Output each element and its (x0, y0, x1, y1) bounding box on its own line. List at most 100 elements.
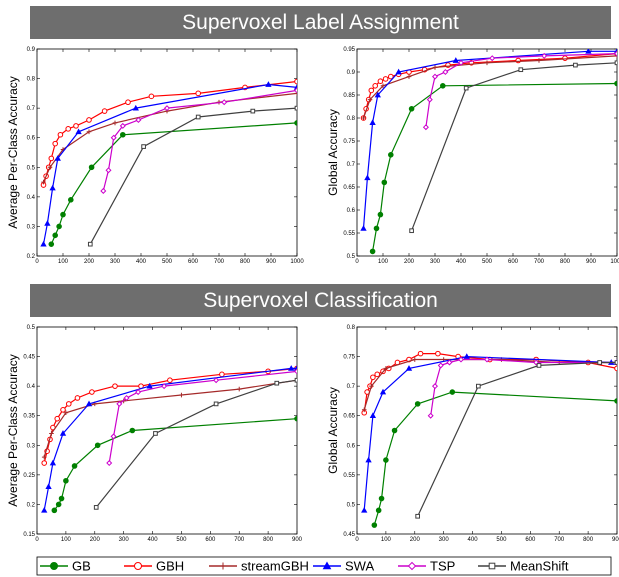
data-point (153, 431, 158, 436)
x-tick-label: 600 (508, 259, 519, 265)
data-point (87, 241, 93, 247)
data-point (52, 232, 59, 239)
series-line (363, 355, 617, 511)
data-point (41, 179, 46, 185)
y-tick-label: 0.7 (347, 162, 356, 168)
data-point (463, 85, 469, 91)
data-point (45, 483, 52, 490)
data-point (395, 68, 402, 75)
y-tick-label: 0.9 (347, 70, 356, 76)
series-swa (41, 365, 297, 513)
data-point (48, 241, 55, 247)
series-line (102, 89, 297, 192)
data-point (116, 400, 123, 407)
series-swa (360, 49, 617, 231)
y-tick-label: 0.8 (27, 77, 36, 83)
data-point (432, 65, 438, 70)
data-point (221, 99, 228, 106)
x-tick-label: 300 (439, 537, 450, 543)
x-tick-label: 500 (176, 537, 187, 543)
data-point (370, 374, 376, 381)
x-tick-label: 300 (110, 259, 121, 265)
data-point (86, 117, 92, 123)
data-point (383, 366, 389, 371)
data-point (195, 90, 201, 97)
data-point (449, 389, 456, 395)
data-point (112, 383, 118, 389)
series-gb (48, 120, 297, 247)
chart-panel-4: 0 100 200 300 400 500 600 700 800 900 0.45 0.5 0.55 0… (326, 325, 619, 543)
series-gbh (40, 78, 297, 188)
series-meanshift (409, 60, 617, 234)
y-tick-label: 0.75 (343, 139, 355, 145)
y-tick-label: 0.55 (343, 231, 355, 237)
data-point (541, 52, 548, 59)
data-point (613, 50, 617, 57)
legend-marker (322, 561, 332, 570)
x-tick-label: 700 (534, 259, 545, 265)
data-point (146, 382, 153, 389)
data-point (457, 356, 465, 363)
x-tick-label: 700 (234, 537, 245, 543)
legend-item-swa: SWA (313, 559, 374, 574)
legend-item-meanshift: MeanShift (478, 559, 569, 574)
data-point (293, 87, 297, 94)
legend-marker (50, 562, 58, 570)
data-point (65, 401, 72, 407)
x-tick-label: 200 (84, 259, 95, 265)
data-point (86, 129, 92, 135)
series-gb (369, 80, 617, 255)
data-point (41, 454, 47, 460)
data-point (614, 360, 617, 365)
data-point (56, 223, 62, 230)
y-axis-label: Average Per-Class Accuracy (6, 76, 20, 229)
y-tick-label: 0.5 (27, 165, 36, 171)
data-point (55, 501, 62, 508)
y-tick-label: 0.55 (343, 473, 355, 479)
data-point (293, 368, 297, 375)
x-tick-label: 200 (90, 537, 101, 543)
x-tick-label: 1000 (290, 259, 304, 265)
section-title-label-assignment: Supervoxel Label Assignment (30, 6, 611, 39)
y-tick-label: 0.4 (27, 384, 36, 390)
plot-area (356, 48, 618, 257)
data-point (41, 507, 48, 513)
data-point (475, 383, 481, 389)
y-tick-label: 0.85 (343, 93, 355, 99)
data-point (163, 105, 171, 112)
data-point (167, 377, 173, 384)
data-point (388, 73, 394, 80)
data-point (236, 386, 242, 392)
series-line (43, 367, 297, 511)
data-point (405, 365, 413, 371)
data-point (125, 99, 131, 106)
y-tick-label: 0.6 (27, 136, 36, 142)
data-point (361, 407, 367, 413)
y-axis-label: Global Accuracy (326, 109, 340, 196)
data-point (40, 240, 47, 247)
series-swa (40, 81, 297, 247)
data-point (219, 371, 225, 378)
data-point (48, 155, 55, 162)
data-point (369, 383, 374, 389)
data-point (294, 415, 297, 422)
y-tick-label: 0.45 (23, 355, 35, 361)
data-point (161, 383, 168, 390)
x-tick-label: 400 (136, 259, 147, 265)
data-point (288, 365, 295, 371)
series-line (43, 379, 297, 458)
x-tick-label: 300 (119, 537, 130, 543)
y-tick-label: 0.4 (27, 195, 36, 201)
data-point (52, 140, 59, 147)
data-point (101, 108, 108, 114)
chart-panel-3: 0 100 200 300 400 500 600 700 800 900 0.15 0.2 0.25 0… (6, 325, 303, 543)
data-point (71, 463, 78, 469)
data-point (515, 57, 522, 64)
data-point (374, 91, 381, 98)
x-tick-label: 900 (266, 259, 277, 265)
data-point (483, 356, 491, 363)
y-tick-label: 0.15 (23, 532, 35, 538)
data-point (364, 174, 371, 181)
data-point (112, 120, 118, 126)
